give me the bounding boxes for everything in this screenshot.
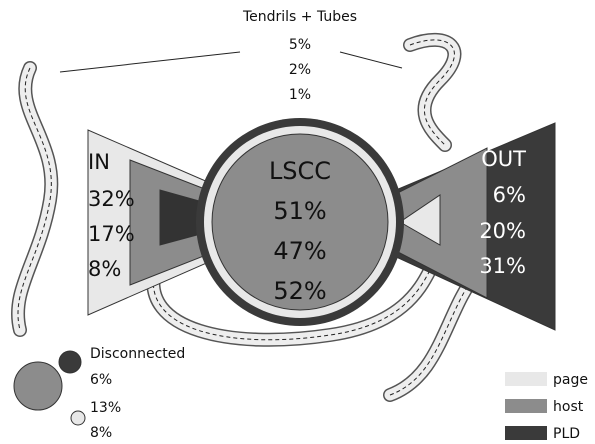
legend: page host PLD bbox=[505, 372, 588, 442]
legend-swatch bbox=[505, 426, 547, 440]
lscc-label: LSCC bbox=[269, 157, 331, 185]
in-value: 32% bbox=[88, 187, 135, 211]
in-value: 17% bbox=[88, 222, 135, 246]
disconnected-label: Disconnected bbox=[90, 346, 185, 362]
lscc-value: 47% bbox=[273, 237, 326, 265]
out-label: OUT bbox=[481, 147, 526, 171]
disconnected-circles bbox=[13, 350, 86, 426]
legend-label: host bbox=[553, 399, 584, 415]
disconnected-value: 6% bbox=[90, 372, 112, 388]
legend-label: page bbox=[553, 372, 588, 388]
out-component bbox=[318, 122, 556, 331]
tendrils-value: 1% bbox=[289, 87, 311, 103]
in-label: IN bbox=[88, 150, 110, 174]
out-value: 31% bbox=[479, 254, 526, 278]
out-value: 6% bbox=[493, 183, 526, 207]
legend-label: PLD bbox=[553, 426, 580, 442]
tendrils-value: 2% bbox=[289, 62, 311, 78]
tendrils-label: Tendrils + Tubes bbox=[242, 9, 357, 25]
out-value: 20% bbox=[479, 219, 526, 243]
disconnected-value: 13% bbox=[90, 400, 121, 416]
legend-swatch bbox=[505, 399, 547, 413]
in-value: 8% bbox=[88, 257, 121, 281]
lscc-value: 51% bbox=[273, 197, 326, 225]
legend-swatch bbox=[505, 372, 547, 386]
lscc-value: 52% bbox=[273, 277, 326, 305]
tendrils-value: 5% bbox=[289, 37, 311, 53]
disconnected-value: 8% bbox=[90, 425, 112, 441]
lscc-component bbox=[196, 118, 404, 326]
